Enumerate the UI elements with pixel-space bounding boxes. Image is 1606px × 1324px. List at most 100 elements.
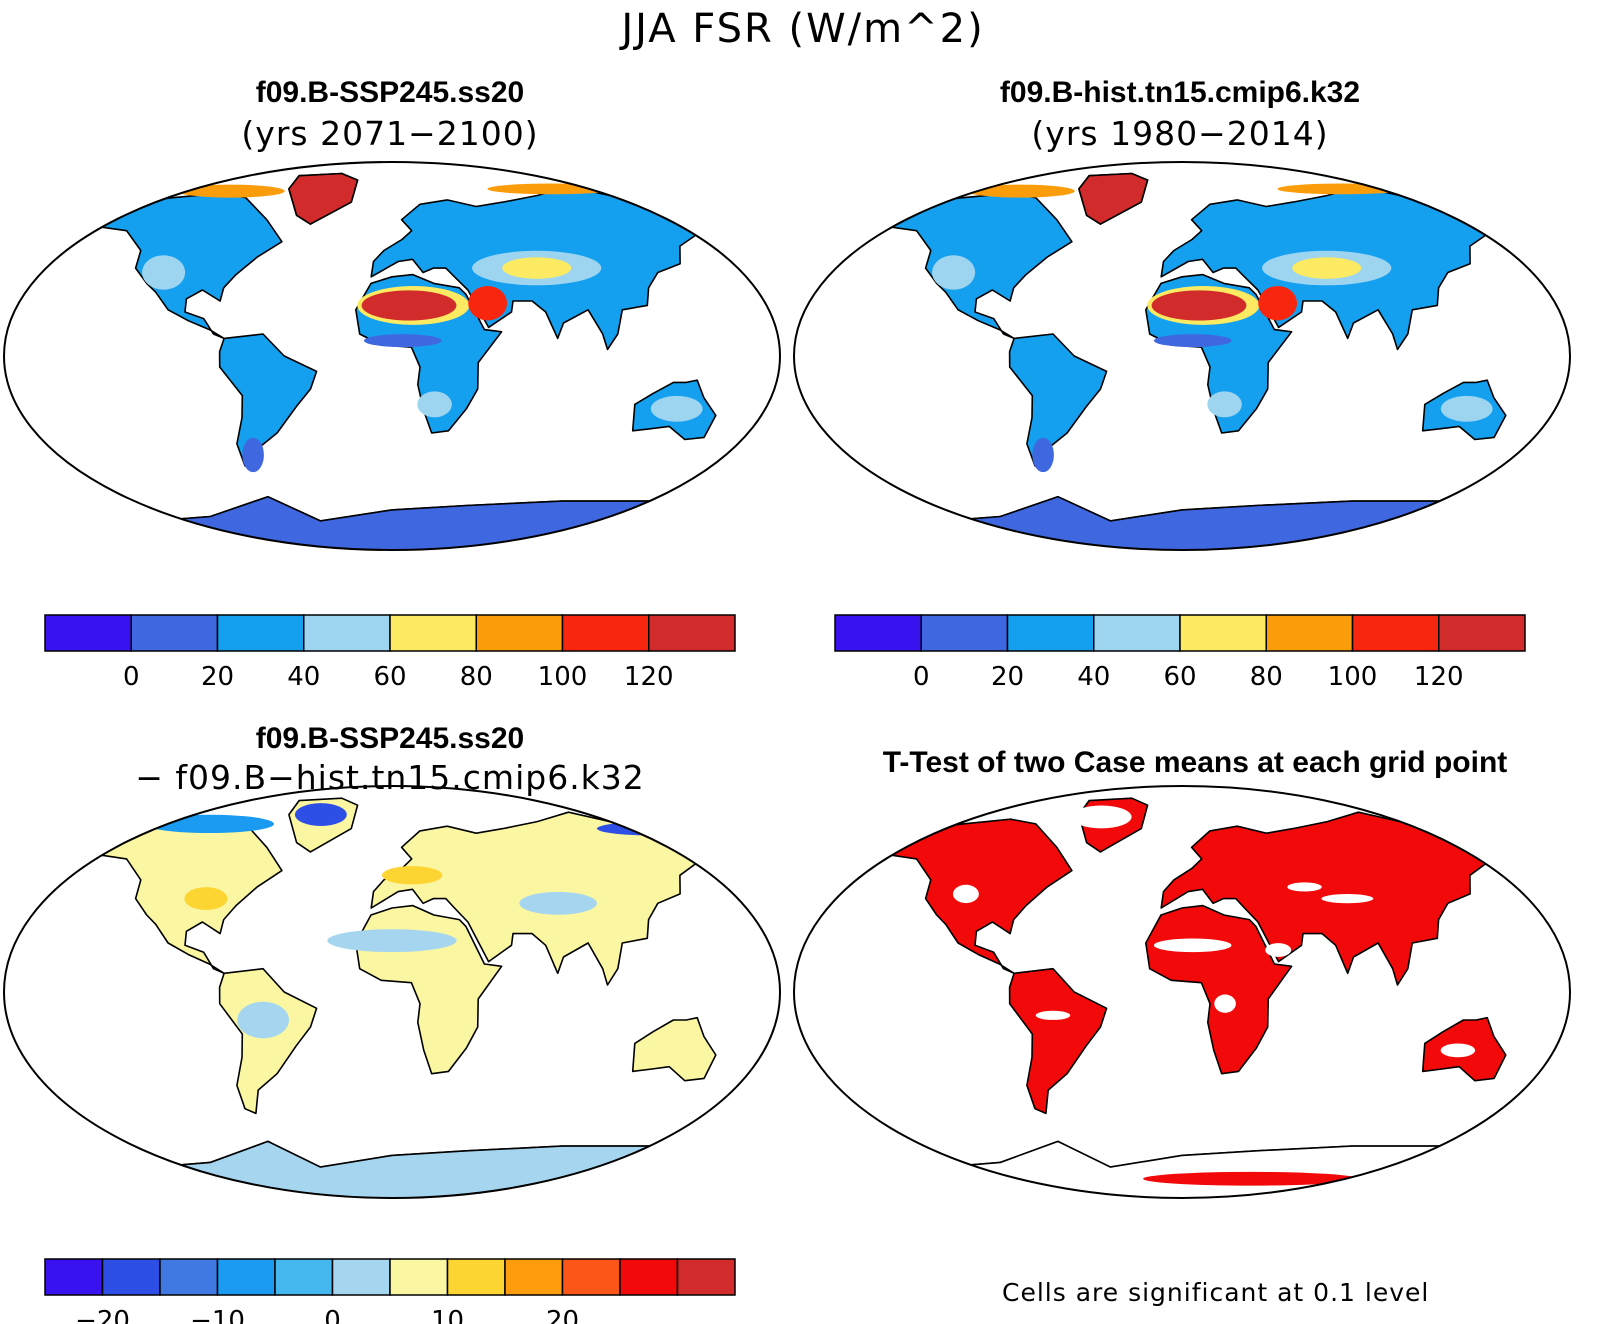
sw-us-light xyxy=(142,255,186,290)
europe-warm xyxy=(381,866,443,885)
continent-southAmerica xyxy=(218,333,318,472)
arctic-archipelago xyxy=(966,184,1075,198)
panel-diff-subtitle: − f09.B−hist.tn15.cmip6.k32 xyxy=(135,758,645,797)
central-asia-yellow xyxy=(502,257,572,279)
colorbar-tick-label: 100 xyxy=(1328,662,1378,692)
sahara-cool xyxy=(327,929,457,953)
central-asia-yellow xyxy=(1292,257,1362,279)
continent-southAmerica xyxy=(218,967,318,1115)
colorbar-swatch xyxy=(130,614,219,652)
colorbar-swatch xyxy=(504,1258,564,1296)
map-case1 xyxy=(3,161,781,551)
sahel-dark xyxy=(1153,334,1232,348)
non-significant-area xyxy=(952,884,979,904)
panel-case2-title: f09.B-hist.tn15.cmip6.k32 xyxy=(999,76,1361,109)
panel-case1-subtitle: (yrs 2071−2100) xyxy=(241,114,539,153)
colorbar-tick-label: 20 xyxy=(201,662,234,692)
colorbar-tick-label: 60 xyxy=(373,662,406,692)
panel-diff-title: f09.B-SSP245.ss20 xyxy=(255,722,525,755)
arabia-high xyxy=(1258,285,1298,321)
colorbar-tick-label: 20 xyxy=(991,662,1024,692)
colorbar-tick-label: 120 xyxy=(624,662,674,692)
colorbar-swatch xyxy=(676,1258,736,1296)
colorbar-swatch xyxy=(475,614,564,652)
colorbar-tick-label: 0 xyxy=(913,662,930,692)
colorbar-tick-label: 40 xyxy=(287,662,320,692)
non-significant-area xyxy=(1321,894,1374,904)
map-content xyxy=(852,172,1530,550)
arctic-blue xyxy=(144,814,274,834)
panel-case1-title: f09.B-SSP245.ss20 xyxy=(255,76,525,109)
colorbar-swatch xyxy=(561,614,650,652)
colorbar-difference: −20 −10 0 10 20 xyxy=(44,1258,736,1324)
antarctica-significant xyxy=(871,1167,967,1181)
colorbar-swatch xyxy=(920,614,1009,652)
map-case2 xyxy=(793,161,1571,551)
colorbar-tick-label: −10 xyxy=(190,1306,245,1324)
significance-note: Cells are significant at 0.1 level xyxy=(1002,1278,1430,1307)
australia-light xyxy=(1440,395,1493,422)
australia-light xyxy=(650,395,703,422)
map-content xyxy=(62,172,740,550)
colorbar-swatch xyxy=(216,1258,276,1296)
colorbar-swatch xyxy=(561,1258,621,1296)
figure-title: JJA FSR (W/m^2) xyxy=(621,6,985,52)
map-border xyxy=(793,161,1571,551)
colorbar-tick-label: 80 xyxy=(460,662,493,692)
colorbar-swatch xyxy=(619,1258,679,1296)
non-significant-area xyxy=(1035,1010,1071,1020)
colorbar-swatch xyxy=(389,614,477,652)
colorbar-swatch xyxy=(101,1258,161,1296)
us-warm xyxy=(184,887,228,911)
map-ttest xyxy=(793,785,1571,1199)
colorbar-swatch xyxy=(834,614,922,652)
colorbar-swatch xyxy=(331,1258,391,1296)
colorbar-swatch xyxy=(648,614,736,652)
colorbar-swatch xyxy=(1438,614,1526,652)
continent-southAmerica xyxy=(1008,333,1108,472)
panel-case2-subtitle: (yrs 1980−2014) xyxy=(1031,114,1329,153)
colorbar-swatch xyxy=(303,614,391,652)
non-significant-area xyxy=(1287,882,1322,892)
colorbar-tick-label: 100 xyxy=(538,662,588,692)
colorbar-tick-label: 0 xyxy=(123,662,140,692)
sw-us-light xyxy=(932,255,976,290)
colorbar-tick-label: 60 xyxy=(1163,662,1196,692)
patagonia-dark xyxy=(1032,437,1054,473)
map-difference xyxy=(3,785,781,1199)
greenland-fill xyxy=(1078,172,1149,226)
colorbar-tick-label: −20 xyxy=(75,1306,130,1324)
kalahari-light xyxy=(417,391,452,418)
colorbar-swatch xyxy=(159,1258,219,1296)
non-significant-area xyxy=(1440,1043,1476,1058)
map-border xyxy=(3,785,781,1199)
colorbar-swatch xyxy=(44,1258,104,1296)
greenland-fill xyxy=(288,172,359,226)
colorbar-swatch xyxy=(446,1258,506,1296)
colorbar-swatch xyxy=(1265,614,1354,652)
amazon-cool xyxy=(237,1001,289,1039)
map-content xyxy=(62,797,740,1198)
non-significant-area xyxy=(1071,805,1132,829)
sahel-dark xyxy=(363,334,442,348)
colorbar-swatch xyxy=(274,1258,334,1296)
colorbar-swatch xyxy=(216,614,305,652)
colorbar-tick-label: 120 xyxy=(1414,662,1464,692)
colorbar-swatch xyxy=(1006,614,1095,652)
colorbar-swatch xyxy=(1179,614,1267,652)
non-significant-area xyxy=(1153,938,1232,953)
colorbar-case1: 0 20 40 60 80 100 120 xyxy=(44,614,736,692)
siberia-neg xyxy=(597,821,705,836)
continent-southAmerica xyxy=(1008,967,1108,1115)
panel-ttest-title: T-Test of two Case means at each grid po… xyxy=(882,746,1508,779)
continent-australia xyxy=(631,1016,717,1082)
colorbar-tick-label: 80 xyxy=(1250,662,1283,692)
continent-northAmerica xyxy=(70,818,283,975)
colorbar-swatch xyxy=(389,1258,449,1296)
colorbar-tick-label: 0 xyxy=(324,1306,341,1324)
patagonia-dark xyxy=(242,437,264,473)
antarctica-significant-east xyxy=(1143,1171,1359,1186)
colorbar-swatch xyxy=(44,614,132,652)
map-border xyxy=(3,161,781,551)
colorbar-tick-label: 10 xyxy=(431,1306,464,1324)
